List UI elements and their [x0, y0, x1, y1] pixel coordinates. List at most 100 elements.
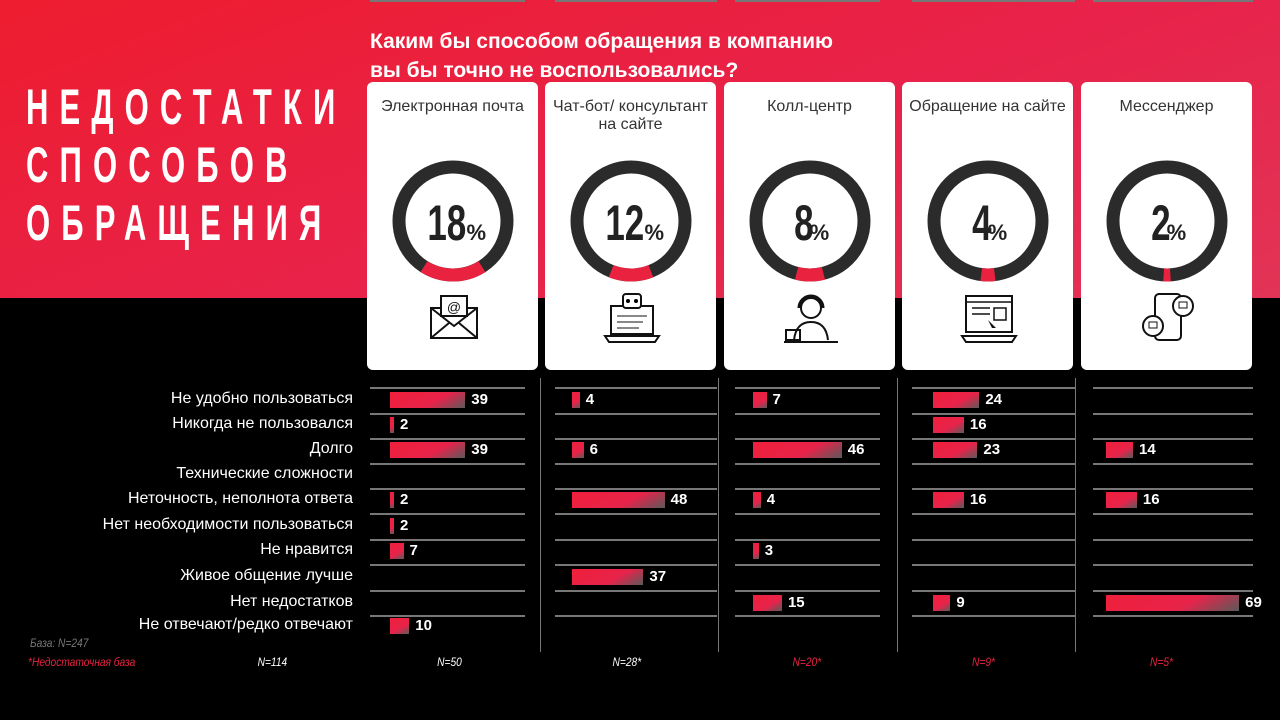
sample-size: N=9* — [972, 655, 996, 669]
percent-sign: % — [987, 220, 1008, 245]
category-label: Нет недостатков — [230, 593, 353, 610]
bar — [933, 392, 980, 408]
sample-size: N=114 — [257, 655, 288, 669]
row-divider — [1093, 413, 1253, 415]
call-center-icon — [784, 294, 838, 343]
row-divider — [370, 463, 525, 465]
row-divider — [912, 413, 1075, 415]
bar — [390, 543, 404, 559]
category-label: Не отвечают/редко отвечают — [138, 616, 353, 633]
row-divider — [370, 564, 525, 566]
bar-value: 2 — [400, 491, 409, 508]
column-separator — [718, 378, 719, 652]
row-divider — [912, 488, 1075, 490]
row-divider — [555, 488, 717, 490]
donut-chart — [392, 160, 514, 282]
percent-sign: % — [809, 220, 830, 245]
bar-value: 24 — [985, 391, 1002, 408]
bar — [390, 492, 394, 508]
bar — [753, 492, 761, 508]
bar-value: 16 — [969, 416, 987, 433]
bar — [390, 618, 410, 634]
percent-sign: % — [466, 220, 487, 245]
row-divider — [555, 615, 717, 617]
bar — [1106, 442, 1134, 458]
column-separator — [540, 378, 541, 652]
row-divider — [370, 438, 525, 440]
row-divider — [912, 513, 1075, 515]
row-divider — [370, 488, 525, 490]
page-title: НЕДОСТАТКИ СПОСОБОВ ОБРАЩЕНИЯ — [26, 78, 346, 252]
row-divider — [735, 438, 880, 440]
bar — [933, 417, 964, 433]
bar-value: 37 — [649, 568, 667, 585]
question: Каким бы способом обращения в компанию в… — [370, 27, 833, 85]
bar-value: 69 — [1245, 594, 1262, 611]
donut-chart — [570, 160, 692, 282]
donut-chart — [749, 160, 871, 282]
share-label: 8% — [724, 194, 895, 252]
row-divider — [555, 564, 717, 566]
bar-value: 6 — [589, 441, 598, 458]
website-icon — [960, 295, 1018, 343]
row-divider — [735, 539, 880, 541]
row-divider — [735, 590, 880, 592]
row-divider — [1093, 615, 1253, 617]
bar — [1106, 595, 1240, 611]
sample-size: N=5* — [1150, 655, 1174, 669]
sample-size: N=28* — [612, 655, 642, 669]
row-divider — [735, 513, 880, 515]
category-label: Никогда не пользовался — [172, 415, 353, 432]
question-line: вы бы точно не воспользовались? — [370, 59, 739, 82]
channel-card: Мессенджер 2% — [1081, 82, 1252, 370]
bar — [390, 417, 394, 433]
sample-size: N=50 — [437, 655, 462, 669]
row-divider — [735, 0, 880, 2]
bar — [572, 392, 580, 408]
row-divider — [735, 413, 880, 415]
share-value: 18 — [427, 195, 467, 251]
bar-value: 4 — [585, 391, 595, 408]
row-divider — [912, 0, 1075, 2]
row-divider — [1093, 590, 1253, 592]
percent-sign: % — [1166, 220, 1187, 245]
share-label: 12% — [545, 194, 716, 252]
bar-value: 10 — [415, 617, 432, 634]
percent-sign: % — [644, 220, 665, 245]
bar-value: 4 — [766, 491, 776, 508]
row-divider — [555, 513, 717, 515]
row-divider — [555, 0, 717, 2]
share-value: 12 — [605, 195, 645, 251]
bar-value: 16 — [969, 491, 987, 508]
row-divider — [912, 387, 1075, 389]
category-label: Неточность, неполнота ответа — [127, 490, 353, 507]
sample-size: N=20* — [792, 655, 822, 669]
channel-card: Обращение на сайте 4% — [902, 82, 1073, 370]
channel-name: Обращение на сайте — [909, 98, 1066, 115]
category-label: Нет необходимости пользоваться — [102, 516, 353, 533]
row-divider — [370, 590, 525, 592]
bar — [933, 442, 978, 458]
bar — [753, 392, 767, 408]
row-divider — [735, 463, 880, 465]
category-label: Не нравится — [260, 541, 353, 558]
channel-name: Мессенджер — [1119, 98, 1214, 115]
title-line: НЕДОСТАТКИ — [26, 79, 347, 135]
row-divider — [555, 539, 717, 541]
bar — [753, 543, 759, 559]
row-divider — [735, 387, 880, 389]
row-divider — [1093, 0, 1253, 2]
row-divider — [1093, 564, 1253, 566]
row-divider — [370, 615, 525, 617]
bar — [572, 492, 665, 508]
bar — [390, 392, 466, 408]
category-label: Долго — [309, 440, 353, 457]
bar — [572, 569, 644, 585]
bar-value: 14 — [1139, 441, 1156, 458]
chatbot-icon — [603, 293, 661, 343]
bar-value: 2 — [400, 416, 409, 433]
bar-value: 39 — [471, 441, 488, 458]
donut-chart — [1106, 160, 1228, 282]
row-divider — [1093, 438, 1253, 440]
bar — [753, 442, 842, 458]
